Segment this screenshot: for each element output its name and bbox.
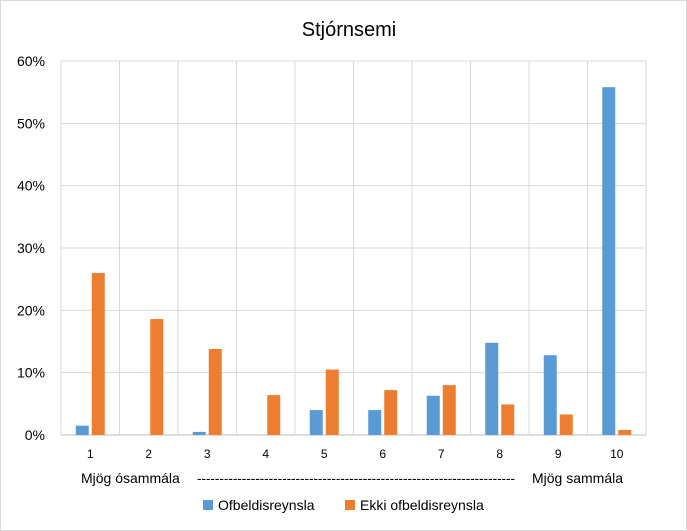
bar-series-2-cat-8 [501,404,515,435]
y-tick-label: 60% [17,53,45,69]
legend-label: Ekki ofbeldisreynsla [360,497,484,513]
y-tick-label: 0% [25,427,45,443]
bar-series-2-cat-6 [384,390,398,435]
x-axis-note-dashes: ----------------------------------------… [197,470,515,486]
bar-series-2-cat-1 [91,272,105,435]
x-axis-note-right: Mjög sammála [532,470,623,486]
x-tick-label: 8 [496,447,503,461]
x-tick-label: 1 [87,447,94,461]
x-tick-label: 9 [555,447,562,461]
legend: Ofbeldisreynsla Ekki ofbeldisreynsla [203,497,484,513]
bar-series-2-cat-10 [618,430,632,435]
bar-series-1-cat-8 [485,342,499,435]
grid-lines [60,60,647,436]
bar-series-2-cat-9 [559,414,573,435]
y-tick-label: 10% [17,365,45,381]
x-axis-note-left: Mjög ósammála [81,470,180,486]
bar-series-1-cat-3 [192,431,206,435]
bar-series-1-cat-1 [75,425,89,435]
bar-series-1-cat-10 [602,87,616,436]
legend-swatch [203,500,213,510]
x-tick-label: 5 [321,447,328,461]
bar-series-1-cat-5 [309,410,323,435]
bar-series-2-cat-4 [267,395,281,435]
bar-series-1-cat-6 [368,410,382,435]
y-tick-label: 30% [17,240,45,256]
x-tick-label: 10 [610,447,624,461]
chart-title: Stjórnsemi [302,19,396,41]
y-tick-label: 50% [17,115,45,131]
bar-series-2-cat-3 [208,348,222,435]
legend-label: Ofbeldisreynsla [218,497,315,513]
x-tick-label: 7 [438,447,445,461]
legend-swatch [345,500,355,510]
x-tick-label: 2 [145,447,152,461]
x-tick-label: 3 [204,447,211,461]
bar-series-2-cat-5 [325,369,339,435]
x-tick-label: 4 [262,447,269,461]
y-tick-label: 20% [17,302,45,318]
y-tick-label: 40% [17,178,45,194]
x-tick-label: 6 [379,447,386,461]
bar-series-1-cat-9 [543,355,557,435]
y-axis-ticks: 0% 10% 20% 30% 40% 50% 60% [17,53,45,443]
bars [75,87,632,436]
bar-series-1-cat-7 [426,395,440,435]
x-axis-note: Mjög ósammála --------------------------… [81,470,623,486]
x-axis-ticks: 1 2 3 4 5 6 7 8 9 10 [87,447,624,461]
bar-series-2-cat-2 [150,319,164,435]
bar-series-2-cat-7 [442,385,456,435]
